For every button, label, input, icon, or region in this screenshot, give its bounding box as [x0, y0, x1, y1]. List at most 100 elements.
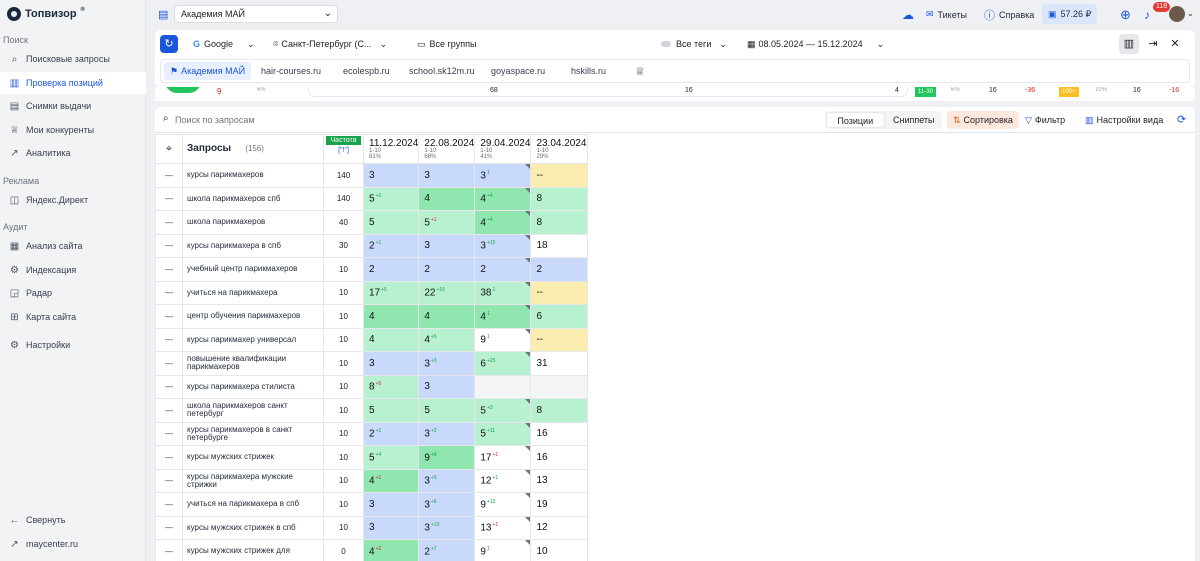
position-cell[interactable]: 2: [362, 257, 420, 282]
position-cell[interactable]: 18: [530, 233, 588, 258]
row-menu-cell[interactable]: —: [155, 186, 183, 211]
position-cell[interactable]: 4: [362, 304, 420, 329]
query-cell[interactable]: повышение квалификации парикмахеров: [182, 351, 324, 376]
table-row[interactable]: — курсы мужских стрижек для 0 4+2 2+7 91 10: [155, 539, 588, 561]
groups-select[interactable]: ▭ Все группы: [411, 35, 482, 53]
row-menu-cell[interactable]: —: [155, 351, 183, 376]
query-cell[interactable]: курсы мужских стрижек в спб: [182, 515, 324, 540]
tickets-link[interactable]: ✉ Тикеты: [926, 0, 967, 29]
position-cell[interactable]: 22+16: [418, 280, 476, 305]
sort-button[interactable]: ⇅ Сортировка: [947, 111, 1019, 129]
date-range-select[interactable]: ▦ 08.05.2024 — 15.12.2024 ⌄: [741, 35, 890, 53]
help-link[interactable]: ⓘ Справка: [984, 0, 1034, 29]
engine-select[interactable]: G Google ⌄: [187, 35, 261, 53]
position-cell[interactable]: 2: [474, 257, 532, 282]
position-cell[interactable]: 8: [530, 186, 588, 211]
competitor-tab[interactable]: hair-courses.ru: [255, 62, 333, 80]
row-menu-cell[interactable]: —: [155, 539, 183, 561]
position-cell[interactable]: 10: [530, 539, 588, 561]
date-column-header[interactable]: 22.08.2024 1-10 68%: [418, 134, 476, 164]
position-cell[interactable]: 3+9: [418, 468, 476, 493]
position-cell[interactable]: 17+1: [474, 445, 532, 470]
position-cell[interactable]: 3: [418, 233, 476, 258]
position-cell[interactable]: 5+1: [418, 210, 476, 235]
row-menu-cell[interactable]: —: [155, 445, 183, 470]
sidebar-item-search-queries[interactable]: ⌕ Поисковые запросы: [0, 48, 146, 70]
position-cell[interactable]: --: [530, 327, 588, 352]
position-cell[interactable]: 12: [530, 515, 588, 540]
row-menu-cell[interactable]: —: [155, 421, 183, 446]
query-cell[interactable]: курсы парикмахера стилиста: [182, 374, 324, 399]
logo[interactable]: Топвизор ®: [7, 7, 85, 21]
query-cell[interactable]: курсы мужских стрижек для: [182, 539, 324, 561]
collapse-sidebar-button[interactable]: ← Свернуть: [0, 509, 146, 531]
sidebar-item-position-check[interactable]: ▥ Проверка позиций: [0, 72, 146, 94]
tags-select[interactable]: Все теги ⌄: [655, 35, 733, 53]
position-cell[interactable]: --: [530, 280, 588, 305]
chart-view-button[interactable]: ▥: [1119, 34, 1139, 54]
table-row[interactable]: — школа парикмахеров 40 5 5+1 4+4 8: [155, 210, 588, 235]
sidebar-item-radar[interactable]: ◲ Радар: [0, 282, 146, 304]
table-row[interactable]: — повышение квалификации парикмахеров 10 3 3…: [155, 351, 588, 376]
table-row[interactable]: — учиться на парикмахера в спб 10 3 3+6 9+10 1…: [155, 492, 588, 517]
position-cell[interactable]: 2: [418, 257, 476, 282]
row-menu-cell[interactable]: —: [155, 468, 183, 493]
position-cell[interactable]: 8+5: [362, 374, 420, 399]
position-cell[interactable]: 9+8: [418, 445, 476, 470]
table-row[interactable]: — школа парикмахеров санкт петербург 10 5 5 5…: [155, 398, 588, 423]
query-cell[interactable]: центр обучения парикмахеров: [182, 304, 324, 329]
query-cell[interactable]: школа парикмахеров спб: [182, 186, 324, 211]
sync-icon[interactable]: ⟳: [1177, 114, 1187, 126]
position-cell[interactable]: 5: [362, 398, 420, 423]
avatar[interactable]: [1169, 6, 1185, 22]
competitors-trophy-button[interactable]: ♕: [629, 62, 651, 80]
position-cell[interactable]: 8: [530, 398, 588, 423]
row-menu-cell[interactable]: —: [155, 280, 183, 305]
table-row[interactable]: — курсы мужских стрижек в спб 10 3 3+10 13+1 1…: [155, 515, 588, 540]
position-cell[interactable]: 13+1: [474, 515, 532, 540]
query-cell[interactable]: курсы парикмахер универсал: [182, 327, 324, 352]
position-cell[interactable]: 91: [474, 539, 532, 561]
sidebar-item-sitemap[interactable]: ⊞ Карта сайта: [0, 306, 146, 328]
position-cell[interactable]: 2: [530, 257, 588, 282]
position-cell[interactable]: 41: [474, 304, 532, 329]
sidebar-item-indexing[interactable]: ⚙ Индексация: [0, 259, 146, 281]
notifications-button[interactable]: ♪: [1144, 0, 1150, 29]
position-cell[interactable]: 5+1: [362, 186, 420, 211]
position-cell[interactable]: 2+7: [418, 539, 476, 561]
tab-positions[interactable]: Позиции: [826, 112, 885, 128]
position-cell[interactable]: 13: [530, 468, 588, 493]
sidebar-item-snapshots[interactable]: ▤ Снимки выдачи: [0, 95, 146, 117]
balance-button[interactable]: ▣ 57.26 ₽: [1042, 4, 1098, 24]
export-button[interactable]: ⇥: [1143, 34, 1163, 54]
refresh-button[interactable]: ↻: [160, 35, 178, 53]
filter-button[interactable]: ▽ Фильтр: [1019, 111, 1071, 129]
project-select[interactable]: Академия МАЙ ⌄: [174, 5, 338, 23]
position-cell[interactable]: 3+6: [418, 492, 476, 517]
queries-header[interactable]: Запросы (156): [182, 134, 324, 164]
position-cell[interactable]: 16: [530, 445, 588, 470]
competitor-tab[interactable]: school.sk12m.ru: [403, 62, 481, 80]
table-row[interactable]: — курсы парикмахеров 140 3 3 31 --: [155, 163, 588, 188]
table-row[interactable]: — школа парикмахеров спб 140 5+1 4 4+4 8: [155, 186, 588, 211]
position-cell[interactable]: 3: [362, 351, 420, 376]
table-row[interactable]: — курсы парикмахера в спб 30 2+1 3 3+15 18: [155, 233, 588, 258]
position-cell[interactable]: 5+4: [362, 445, 420, 470]
query-cell[interactable]: курсы парикмахеров в санкт петербурге: [182, 421, 324, 446]
table-row[interactable]: — курсы мужских стрижек 10 5+4 9+8 17+1 16: [155, 445, 588, 470]
tools-button[interactable]: ✕: [1165, 34, 1185, 54]
competitor-tab[interactable]: hskills.ru: [565, 62, 625, 80]
position-cell[interactable]: 19: [530, 492, 588, 517]
frequency-header[interactable]: Частота ["!"]: [323, 134, 364, 164]
table-row[interactable]: — центр обучения парикмахеров 10 4 4 41 6: [155, 304, 588, 329]
row-menu-cell[interactable]: —: [155, 210, 183, 235]
position-cell[interactable]: 6+25: [474, 351, 532, 376]
row-menu-cell[interactable]: —: [155, 492, 183, 517]
query-cell[interactable]: школа парикмахеров санкт петербург: [182, 398, 324, 423]
row-menu-cell[interactable]: —: [155, 163, 183, 188]
region-select[interactable]: ⌾ Санкт-Петербург (С... ⌄: [267, 35, 393, 53]
position-cell[interactable]: --: [530, 163, 588, 188]
table-row[interactable]: — курсы парикмахера мужские стрижки 10 4+1 3…: [155, 468, 588, 493]
position-cell[interactable]: 4+5: [418, 327, 476, 352]
query-cell[interactable]: курсы парикмахера в спб: [182, 233, 324, 258]
